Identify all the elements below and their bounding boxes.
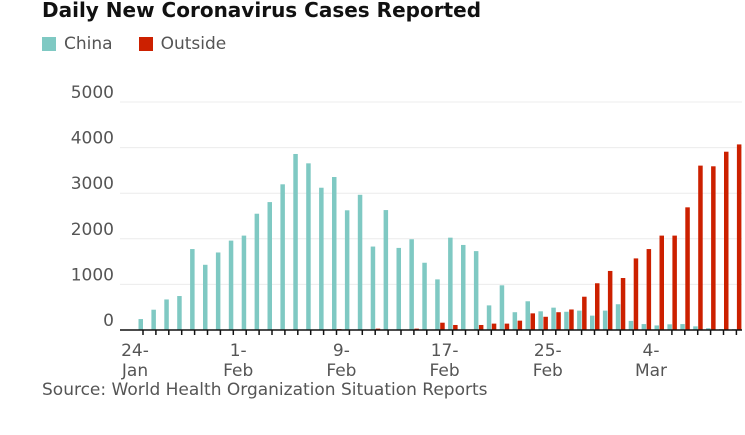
bar-china <box>577 310 582 330</box>
bar-china <box>228 240 234 330</box>
bar-china <box>332 177 337 330</box>
legend-label-china: China <box>64 34 113 54</box>
x-tick-label: 4- <box>643 341 660 361</box>
bar-china <box>138 319 143 330</box>
bar-china <box>590 315 595 330</box>
bar-outside <box>646 249 652 330</box>
bar-china <box>344 210 350 330</box>
bar-china <box>357 194 363 330</box>
y-tick-label: 2000 <box>71 220 114 240</box>
bar-china <box>254 213 260 330</box>
bar-china <box>448 237 453 330</box>
bar-china <box>435 279 440 330</box>
bar-china <box>383 210 389 330</box>
bar-outside <box>736 144 742 330</box>
x-tick-label: Feb <box>326 361 356 381</box>
bar-china <box>602 310 608 330</box>
bar-outside <box>478 324 484 330</box>
bar-outside <box>724 151 729 330</box>
bar-outside <box>685 207 690 330</box>
x-tick-label: Mar <box>635 361 667 381</box>
bar-china <box>667 324 672 330</box>
bar-outside <box>595 283 600 330</box>
legend: China Outside <box>42 34 252 54</box>
x-tick-label: 17- <box>431 341 459 361</box>
y-tick-label: 0 <box>103 311 114 331</box>
bar-china <box>267 202 272 330</box>
bar-china <box>164 299 169 330</box>
bar-china <box>615 304 621 330</box>
bar-china <box>190 249 195 330</box>
bar-china <box>525 301 530 330</box>
bar-china <box>680 324 685 330</box>
x-tick-label: 9- <box>333 341 350 361</box>
x-tick-label: Feb <box>533 361 563 381</box>
bar-outside <box>620 278 626 330</box>
bar-outside <box>440 322 445 330</box>
bar-china <box>654 325 659 330</box>
bar-outside <box>659 235 664 330</box>
bar-outside <box>569 309 574 330</box>
bar-china <box>280 184 285 330</box>
x-tick-label: 24- <box>121 341 149 361</box>
bar-outside <box>517 320 523 330</box>
bar-outside <box>453 324 458 330</box>
y-tick-label: 4000 <box>71 129 114 149</box>
legend-label-outside: Outside <box>160 34 227 54</box>
bar-china <box>306 163 311 330</box>
bar-outside <box>491 323 497 330</box>
bar-china <box>486 305 492 330</box>
bar-china <box>693 326 698 330</box>
bar-outside <box>530 313 535 330</box>
bar-outside <box>543 316 548 330</box>
legend-swatch-china <box>42 37 56 51</box>
bar-outside <box>504 323 510 330</box>
y-tick-label: 5000 <box>71 83 114 103</box>
bar-china <box>628 320 634 330</box>
bar-outside <box>672 235 677 330</box>
bar-china <box>215 252 221 330</box>
bar-outside <box>556 312 561 330</box>
bar-china <box>409 239 414 330</box>
legend-swatch-outside <box>138 37 153 51</box>
bar-china <box>370 246 376 330</box>
x-tick-label: 1- <box>230 341 247 361</box>
x-tick-label: Feb <box>223 361 253 381</box>
bar-china <box>319 187 324 330</box>
bar-china <box>422 262 427 330</box>
bar-china <box>538 311 543 330</box>
bar-china <box>512 312 518 330</box>
x-tick-label: Jan <box>121 361 148 381</box>
bar-china <box>177 296 182 330</box>
bar-china <box>641 324 647 330</box>
x-tick-label: Feb <box>430 361 460 381</box>
bar-china <box>203 264 208 330</box>
y-tick-label: 3000 <box>71 174 114 194</box>
y-tick-label: 1000 <box>71 265 114 285</box>
bar-china <box>151 309 156 330</box>
bar-outside <box>607 270 613 330</box>
bar-outside <box>582 296 587 330</box>
bar-outside <box>711 166 716 330</box>
bar-china <box>293 153 298 330</box>
bar-china <box>396 247 401 330</box>
bar-outside <box>698 165 703 330</box>
bar-china <box>241 235 247 330</box>
source-note: Source: World Health Organization Situat… <box>42 380 488 400</box>
bar-china <box>461 244 466 330</box>
bar-china <box>706 328 711 330</box>
bar-outside <box>633 258 639 330</box>
chart-title: Daily New Coronavirus Cases Reported <box>42 0 482 22</box>
bar-china <box>564 311 569 330</box>
bar-china <box>499 285 505 330</box>
bar-china <box>473 251 479 330</box>
x-tick-label: 25- <box>534 341 562 361</box>
bar-china <box>551 307 556 330</box>
